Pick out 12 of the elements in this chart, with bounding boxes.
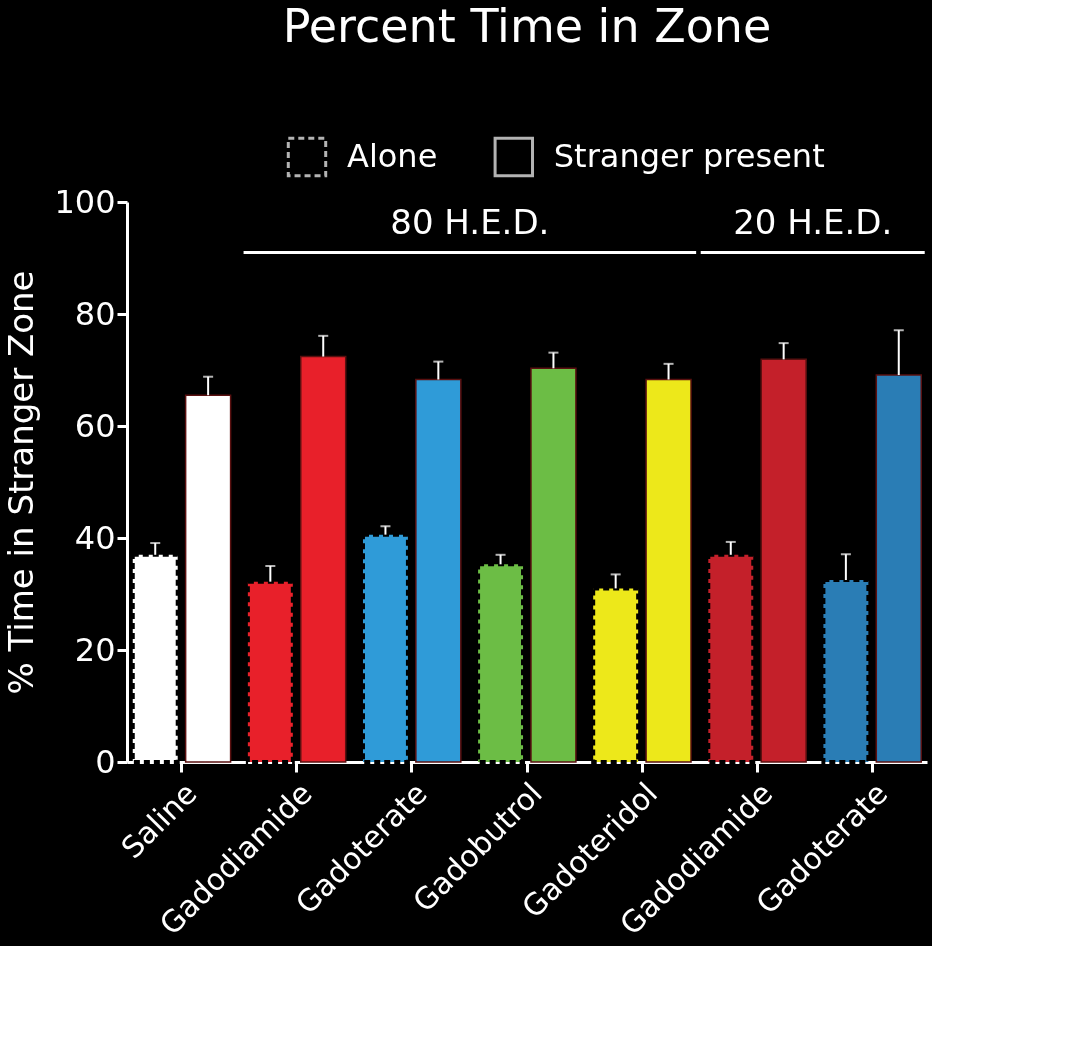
y-tick-label: 0 [95,742,116,781]
legend-label: Stranger present [553,137,825,175]
legend-label: Alone [347,137,438,175]
y-tick-label: 100 [54,182,116,221]
annotation: 20 H.E.D. [733,202,893,243]
y-tick-label: 40 [74,518,116,557]
annotation: 80 H.E.D. [390,202,550,243]
y-axis-title: % Time in Stranger Zone [1,270,42,695]
chart-title: Percent Time in Zone [282,0,772,54]
y-tick-label: 80 [74,294,116,333]
y-tick-label: 20 [74,630,116,669]
y-tick-label: 60 [74,406,116,445]
